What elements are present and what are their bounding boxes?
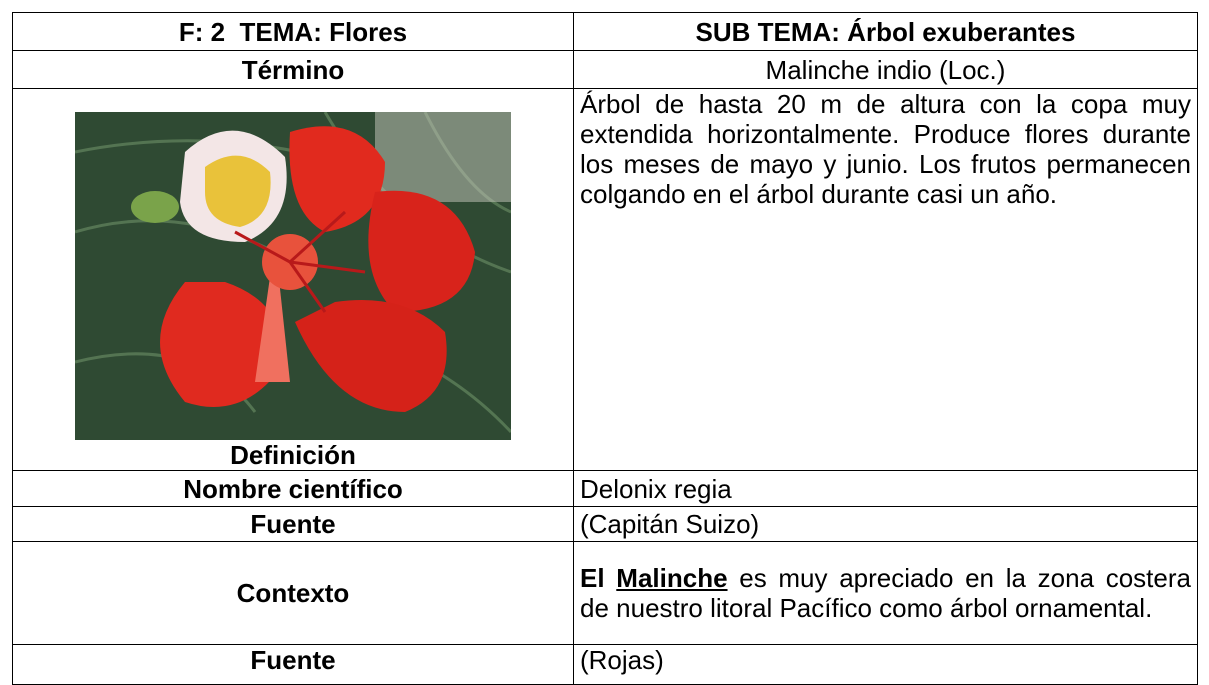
term-value: Malinche indio (Loc.) (573, 50, 1198, 89)
scientific-name-value: Delonix regia (573, 470, 1198, 507)
flower-image (75, 112, 511, 440)
context-lead: El (580, 563, 605, 593)
context-label: Contexto (12, 541, 574, 645)
source-value: (Rojas) (573, 644, 1198, 685)
term-label: Término (12, 50, 574, 89)
source-value: (Capitán Suizo) (573, 506, 1198, 542)
source-label: Fuente (12, 506, 574, 542)
source-label: Fuente (12, 644, 574, 685)
scientific-name-label: Nombre científico (12, 470, 574, 507)
definition-label: Definición (230, 440, 356, 470)
context-text: El Malinche es muy apreciado en la zona … (573, 541, 1198, 645)
definition-text: Árbol de hasta 20 m de altura con la cop… (573, 88, 1198, 471)
context-term: Malinche (616, 563, 728, 593)
context-body: es muy apreciado en la zona costera de n… (580, 563, 1191, 623)
header-left: F: 2 TEMA: Flores (12, 12, 574, 51)
glossary-table: F: 2 TEMA: Flores SUB TEMA: Árbol exubera… (12, 12, 1198, 685)
definition-cell: Definición (12, 88, 574, 471)
header-right: SUB TEMA: Árbol exuberantes (573, 12, 1198, 51)
